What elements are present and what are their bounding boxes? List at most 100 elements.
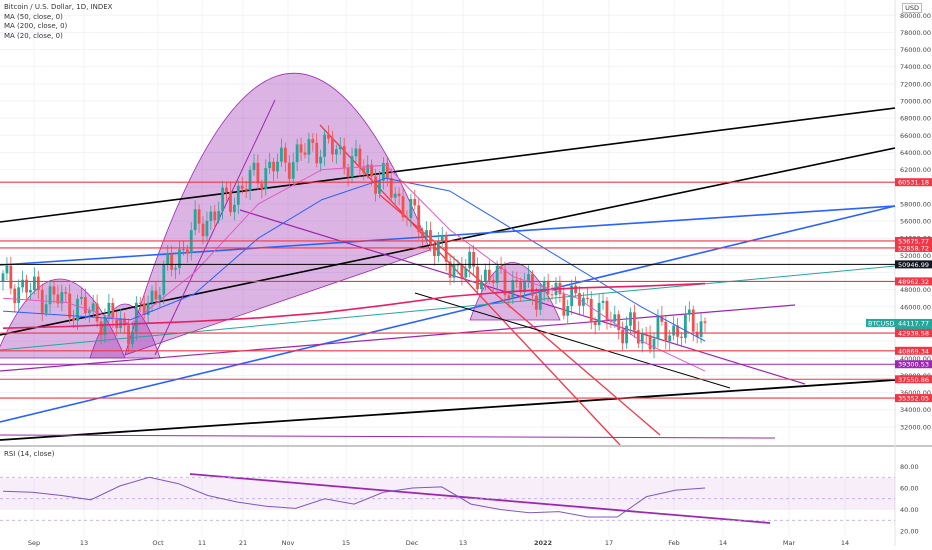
candle-body [425,230,428,237]
price-tag [895,260,932,269]
candle-body [146,302,150,316]
price-tick-label: 40000.00 [900,355,931,363]
candle-body [52,286,56,295]
candle-body [111,302,115,319]
price-tag-label: 50946.99 [898,261,929,269]
candle-body [432,244,436,257]
candle-body [248,170,252,191]
candle-body [209,211,213,221]
candle-body [346,167,350,177]
trendline [0,205,896,266]
candle-body [389,177,393,198]
candle-body [323,134,326,157]
candle-body [393,193,397,198]
candle-body [374,176,377,194]
price-tag-label: 44117.77 [898,319,929,327]
trendline [414,292,731,389]
candle-body [503,269,507,296]
price-tag [895,360,932,369]
candle-body [138,302,142,304]
chart-legend: Bitcoin / U.S. Dollar, 1D, INDEX MA (50,… [4,3,112,41]
rsi-band [0,478,895,510]
time-tick-label: Dec [406,539,419,547]
price-tag-label: 60531.18 [898,179,929,187]
candle-body [229,192,232,213]
candle-body [452,265,456,278]
candle-body [648,334,652,350]
candle-body [295,144,299,163]
candle-body [189,230,193,254]
candle-body [656,315,660,339]
candle-body [174,268,177,270]
candle-body [232,204,236,213]
candle-body [448,261,452,278]
candle-body [225,187,228,193]
candle-body [142,303,146,316]
candle-body [468,251,472,269]
candle-body [307,139,311,155]
time-tick-label: Mar [783,539,796,547]
indicator-ma50[interactable]: MA (50, close, 0) [4,12,63,21]
candle-body [280,147,283,162]
rsi-line [2,476,706,518]
candle-body [64,291,68,294]
candle-body [182,249,185,251]
candle-body [291,162,295,179]
time-tick-label: 11 [198,539,206,547]
candle-body [597,302,601,326]
candle-body [585,297,589,299]
price-tag-label: 53675.77 [898,237,929,245]
price-tag [895,329,932,338]
indicator-ma20[interactable]: MA (20, close, 0) [4,31,63,40]
price-axis[interactable]: 80000.00 78000.00 76000.00 74000.00 72000.00… [866,12,932,536]
candle-body [315,142,319,164]
candle-body [531,274,534,296]
candle-body [601,300,605,303]
candle-body [334,149,338,155]
candle-body [127,325,130,345]
candle-body [13,288,17,304]
price-tick-label: 64000.00 [900,149,931,157]
price-tick-label: 70000.00 [900,98,931,106]
cup-arc-large [124,72,431,356]
candle-body [68,293,72,318]
currency-label[interactable]: USD [902,3,922,13]
candle-body [5,265,9,274]
candle-body [201,223,205,237]
candle-body [83,296,87,314]
candle-body [593,321,597,326]
price-tick-label: 76000.00 [900,46,931,54]
candle-body [366,164,370,174]
candle-body [472,251,476,267]
rsi-label[interactable]: RSI (14, close) [4,450,55,458]
symbol-tag [866,318,895,327]
candle-body [32,276,36,291]
candle-body [1,273,5,282]
candle-body [115,318,119,329]
candle-body [342,146,346,168]
candle-body [103,316,107,336]
candle-body [287,162,291,179]
candle-body [413,198,417,206]
price-tick-label: 46000.00 [900,303,931,311]
candle-body [633,312,636,331]
candle-body [256,162,260,184]
candle-body [440,235,444,241]
symbol-title[interactable]: Bitcoin / U.S. Dollar, 1D, INDEX [4,3,113,11]
price-tag [895,178,932,187]
candle-body [272,161,276,172]
time-axis[interactable]: Sep 13 Oct 11 21 Nov 15 Dec 13 2022 17 Feb 14 Mar 14 [28,539,849,547]
candle-body [29,290,32,293]
indicator-ma200[interactable]: MA (200, close, 0) [4,22,68,30]
time-tick-label: 21 [239,539,247,547]
candle-body [276,161,279,172]
candle-body [538,292,542,310]
candle-body [166,254,170,265]
candle-body [672,325,676,336]
candle-body [170,254,174,270]
candle-body [99,321,103,336]
price-tag-label: 39300.53 [898,361,929,369]
candle-body [87,310,91,314]
candle-body [21,279,25,288]
